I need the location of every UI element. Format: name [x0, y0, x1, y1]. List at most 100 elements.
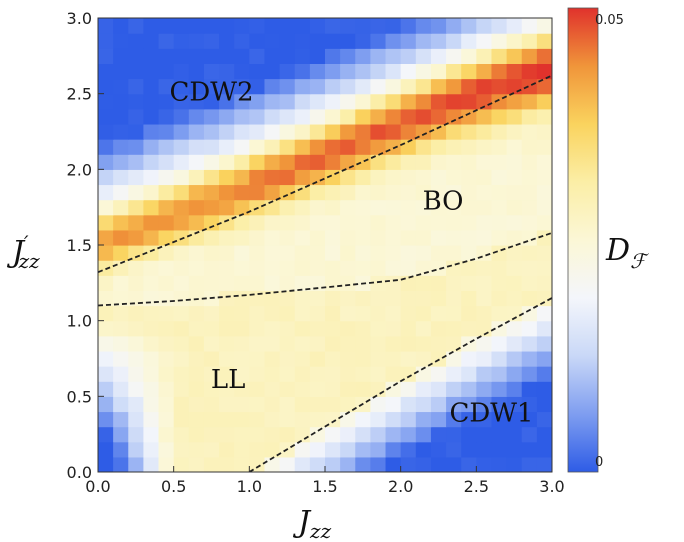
heatmap-cell [234, 411, 250, 428]
heatmap-cell [249, 78, 266, 95]
heatmap-cell [143, 381, 160, 397]
heatmap-cell [294, 169, 311, 186]
heatmap-cell [264, 48, 281, 64]
heatmap-cell [264, 441, 281, 458]
heatmap-cell [536, 305, 552, 322]
heatmap-cell [128, 245, 144, 261]
heatmap-cell [446, 426, 462, 443]
heatmap-cell [400, 320, 417, 337]
heatmap-cell [536, 78, 552, 95]
heatmap-cell [325, 366, 341, 382]
heatmap-cell [506, 18, 523, 34]
heatmap-cell [264, 456, 281, 472]
heatmap-cell [521, 335, 538, 352]
heatmap-cell [446, 366, 462, 382]
heatmap-cell [400, 214, 417, 231]
heatmap-cell [264, 396, 281, 413]
heatmap-cell [203, 139, 220, 155]
heatmap-cell [143, 229, 160, 246]
heatmap-cell [249, 381, 266, 397]
heatmap-cell [173, 320, 190, 337]
heatmap-cell [264, 139, 281, 155]
heatmap-cell [430, 411, 447, 428]
heatmap-cell [309, 381, 326, 397]
heatmap-cell [340, 456, 356, 472]
heatmap-cell [491, 184, 508, 201]
heatmap-cell [143, 260, 160, 276]
heatmap-cell [536, 411, 552, 428]
heatmap-cell [491, 411, 508, 428]
heatmap-cell [491, 275, 508, 291]
heatmap-cell [355, 48, 371, 64]
heatmap-cell [173, 93, 190, 110]
heatmap-cell [203, 48, 220, 64]
heatmap-cell [446, 381, 462, 397]
heatmap-cell [158, 139, 175, 155]
heatmap-cell [446, 411, 462, 428]
heatmap-cell [461, 320, 477, 337]
heatmap-cell [249, 426, 266, 443]
heatmap-cell [249, 366, 266, 382]
heatmap-cell [113, 169, 129, 186]
heatmap-cell [461, 305, 477, 322]
heatmap-cell [249, 456, 266, 472]
heatmap-cell [370, 18, 387, 34]
heatmap-cell [385, 184, 402, 201]
heatmap-cell [113, 290, 129, 307]
heatmap-cell [294, 139, 311, 155]
heatmap-cell [128, 305, 144, 322]
y-tick-label: 3.0 [67, 9, 92, 28]
heatmap-cell [536, 381, 552, 397]
heatmap-cell [536, 456, 552, 472]
heatmap-cell [309, 123, 326, 140]
x-tick-label: 0.5 [161, 477, 186, 496]
heatmap-cell [234, 335, 250, 352]
heatmap-cell [521, 184, 538, 201]
heatmap-cell [370, 154, 387, 170]
heatmap-cell [113, 214, 129, 231]
heatmap-cell [430, 260, 447, 276]
heatmap-cell [219, 33, 235, 49]
heatmap-cell [188, 411, 205, 428]
heatmap-cell [173, 214, 190, 231]
colorbar-label: Dℱ [605, 233, 649, 273]
heatmap-cell [128, 108, 144, 125]
heatmap-cell [446, 275, 462, 291]
heatmap-cell [430, 184, 447, 201]
heatmap-cell [203, 396, 220, 413]
heatmap-cell [143, 366, 160, 382]
heatmap-cell [294, 290, 311, 307]
heatmap-cell [536, 290, 552, 307]
heatmap-cell [98, 350, 114, 367]
heatmap-cell [294, 381, 311, 397]
heatmap-cell [143, 199, 160, 216]
heatmap-cell [219, 290, 235, 307]
heatmap-cell [400, 456, 417, 472]
heatmap-cell [219, 396, 235, 413]
heatmap-cell [219, 108, 235, 125]
heatmap-cell [506, 411, 523, 428]
heatmap-cell [430, 154, 447, 170]
heatmap-cell [385, 381, 402, 397]
heatmap-cell [415, 108, 432, 125]
heatmap-cell [143, 78, 160, 95]
heatmap-cell [128, 426, 144, 443]
heatmap-cell [491, 305, 508, 322]
heatmap-cell [430, 108, 447, 125]
heatmap-cell [521, 154, 538, 170]
heatmap-cell [158, 411, 175, 428]
heatmap-cell [355, 93, 371, 110]
heatmap-cell [173, 290, 190, 307]
heatmap-cell [385, 441, 402, 458]
heatmap-cell [173, 229, 190, 246]
heatmap-cell [279, 305, 296, 322]
heatmap-cell [461, 275, 477, 291]
heatmap-cell [294, 456, 311, 472]
heatmap-cell [385, 139, 402, 155]
heatmap-cell [340, 245, 356, 261]
heatmap-cell [264, 184, 281, 201]
heatmap-cell [279, 260, 296, 276]
heatmap-cell [309, 139, 326, 155]
heatmap-cell [249, 396, 266, 413]
heatmap-cell [98, 139, 114, 155]
